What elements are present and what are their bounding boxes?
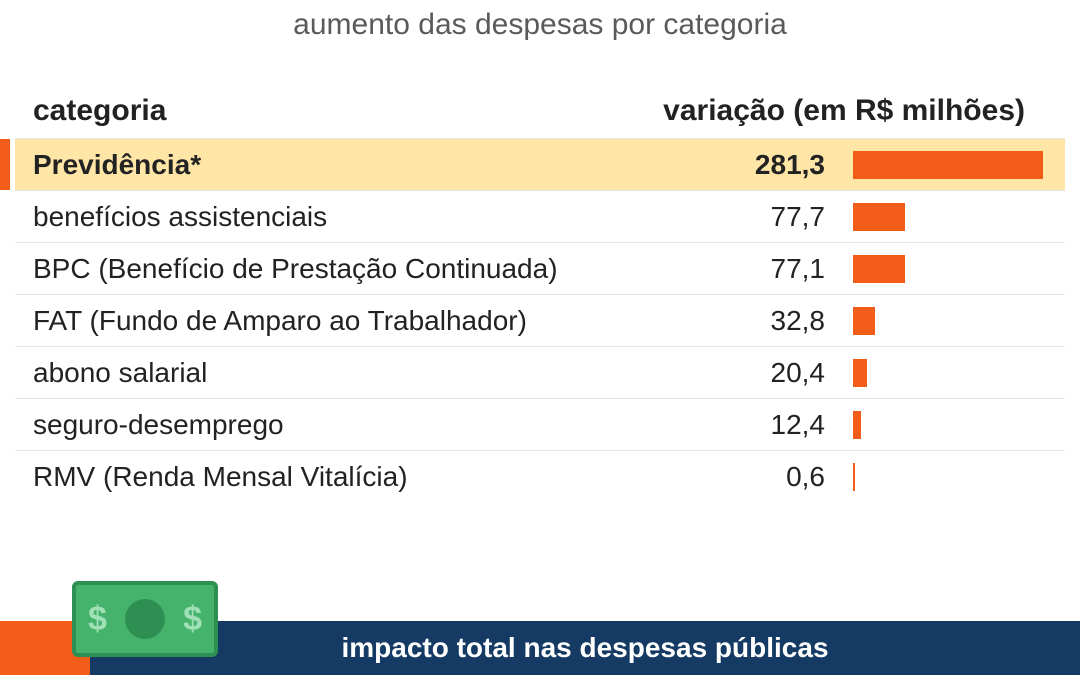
money-circle (125, 599, 165, 639)
bar (853, 359, 867, 387)
footer: impacto total nas despesas públicas $ $ (0, 595, 1080, 675)
cell-categoria: Previdência* (33, 149, 593, 181)
bar (853, 463, 855, 491)
cell-categoria: abono salarial (33, 357, 593, 389)
column-header-variacao: variação (em R$ milhões) (593, 94, 1053, 128)
expense-table: categoria variação (em R$ milhões) Previ… (15, 94, 1065, 502)
cell-bar (853, 203, 1053, 231)
money-dollar-left: $ (88, 600, 107, 639)
cell-bar (853, 307, 1053, 335)
table-row: benefícios assistenciais77,7 (15, 190, 1065, 242)
cell-categoria: seguro-desemprego (33, 409, 593, 441)
cell-valor: 281,3 (593, 149, 853, 181)
table-row: Previdência*281,3 (15, 138, 1065, 190)
cell-categoria: benefícios assistenciais (33, 201, 593, 233)
cell-valor: 0,6 (593, 461, 853, 493)
bar (853, 151, 1043, 179)
cell-valor: 77,1 (593, 253, 853, 285)
cell-valor: 12,4 (593, 409, 853, 441)
row-accent (0, 139, 10, 190)
cell-bar (853, 463, 1053, 491)
cell-bar (853, 359, 1053, 387)
page-title: aumento das despesas por categoria (0, 0, 1080, 42)
cell-valor: 32,8 (593, 305, 853, 337)
table-row: abono salarial20,4 (15, 346, 1065, 398)
table-row: seguro-desemprego12,4 (15, 398, 1065, 450)
cell-valor: 20,4 (593, 357, 853, 389)
table-row: FAT (Fundo de Amparo ao Trabalhador)32,8 (15, 294, 1065, 346)
table-row: BPC (Benefício de Prestação Continuada)7… (15, 242, 1065, 294)
bar (853, 255, 905, 283)
cell-categoria: BPC (Benefício de Prestação Continuada) (33, 253, 593, 285)
cell-bar (853, 255, 1053, 283)
page: aumento das despesas por categoria categ… (0, 0, 1080, 675)
cell-categoria: RMV (Renda Mensal Vitalícia) (33, 461, 593, 493)
cell-valor: 77,7 (593, 201, 853, 233)
column-header-categoria: categoria (33, 94, 593, 128)
bar (853, 203, 905, 231)
footer-text: impacto total nas despesas públicas (341, 632, 828, 664)
bar (853, 307, 875, 335)
cell-bar (853, 151, 1053, 179)
cell-bar (853, 411, 1053, 439)
money-icon: $ $ (72, 581, 218, 657)
cell-categoria: FAT (Fundo de Amparo ao Trabalhador) (33, 305, 593, 337)
footer-navy-block: impacto total nas despesas públicas (90, 621, 1080, 675)
money-dollar-right: $ (183, 600, 202, 639)
table-header: categoria variação (em R$ milhões) (15, 94, 1065, 138)
bar (853, 411, 861, 439)
table-row: RMV (Renda Mensal Vitalícia)0,6 (15, 450, 1065, 502)
